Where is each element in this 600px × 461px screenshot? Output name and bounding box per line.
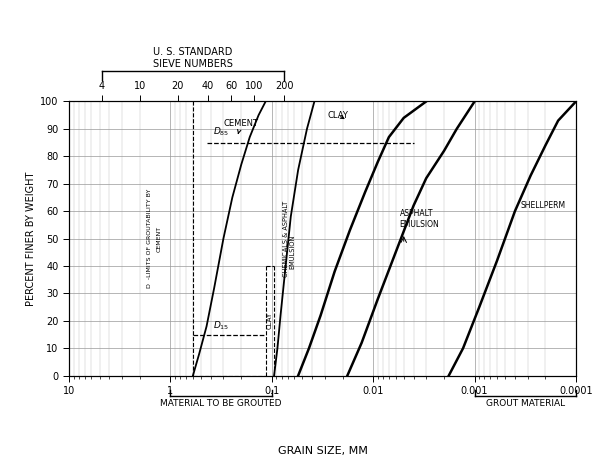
Text: EMULSION: EMULSION [290,235,296,270]
Text: GRAIN SIZE, MM: GRAIN SIZE, MM [278,446,367,456]
Y-axis label: PERCENT FINER BY WEIGHT: PERCENT FINER BY WEIGHT [26,171,36,306]
Text: SHELLPERM: SHELLPERM [521,201,566,210]
Text: $D_{85}$: $D_{85}$ [213,126,229,138]
Text: U. S. STANDARD
SIEVE NUMBERS: U. S. STANDARD SIEVE NUMBERS [153,47,233,69]
Text: $D_{15}$: $D_{15}$ [213,319,229,332]
Text: MATERIAL TO BE GROUTED: MATERIAL TO BE GROUTED [160,399,282,408]
Text: CLAY: CLAY [328,111,349,120]
Text: CEMENT: CEMENT [157,225,161,252]
Text: CLAY: CLAY [266,312,272,330]
Text: CEMENT: CEMENT [223,119,259,134]
Text: CHEMICALS & ASPHALT: CHEMICALS & ASPHALT [283,201,289,277]
Text: GROUT MATERIAL: GROUT MATERIAL [486,399,565,408]
Text: D  -LIMITS OF GROUTABILITY BY: D -LIMITS OF GROUTABILITY BY [147,189,152,288]
Text: ASPHALT
EMULSION: ASPHALT EMULSION [400,209,439,230]
